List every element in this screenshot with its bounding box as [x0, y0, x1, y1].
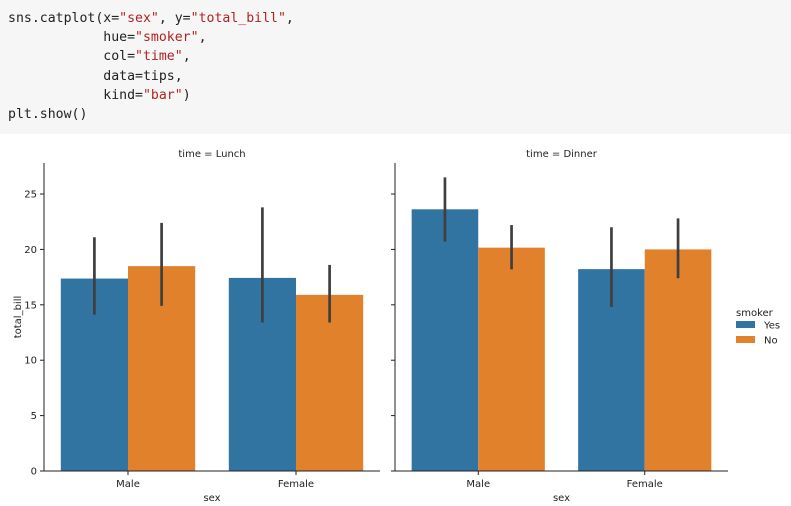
legend-label-no: No	[764, 336, 778, 347]
code-string-token: "total_bill"	[190, 11, 286, 26]
code-token: sns.catplot(x=	[8, 11, 120, 26]
x-tick-label: Male	[116, 479, 140, 490]
code-text: sns.catplot(x="sex", y="total_bill", hue…	[8, 9, 791, 124]
code-cell: sns.catplot(x="sex", y="total_bill", hue…	[0, 0, 791, 134]
code-string-token: "time"	[135, 49, 183, 65]
bar-no-male	[478, 247, 545, 471]
code-token: )	[182, 87, 191, 103]
y-tick-label: 0	[31, 467, 37, 478]
code-token: plt.show()	[8, 107, 88, 123]
legend-label-yes: Yes	[763, 321, 780, 332]
catplot-figure: time = Lunch 0 5 10 15 20 25 Male Female sex total…	[13, 149, 780, 504]
y-tick-label: 25	[24, 190, 37, 201]
legend: smoker Yes No	[736, 308, 780, 347]
code-token: col=	[8, 49, 136, 65]
code-token: hue=	[8, 30, 136, 46]
code-token: ,	[182, 49, 191, 65]
bar-no-female	[296, 294, 364, 471]
y-tick-label: 5	[31, 411, 37, 422]
x-axis-label: sex	[203, 493, 220, 504]
code-token: , y=	[158, 11, 191, 26]
y-tick-label: 10	[24, 356, 37, 367]
code-token: kind=	[8, 87, 143, 103]
x-tick-label: Female	[627, 479, 663, 490]
legend-swatch-yes	[736, 321, 755, 328]
facet-panel-1: time = Dinner Male Female sex	[391, 149, 728, 504]
facet-panel-0: time = Lunch 0 5 10 15 20 25 Male Female sex total…	[13, 149, 380, 504]
bar-no-female	[644, 249, 712, 471]
panel-title: time = Lunch	[178, 149, 245, 160]
x-tick-label: Male	[466, 479, 490, 490]
code-token: ,	[198, 30, 207, 46]
x-axis-label: sex	[553, 493, 570, 504]
legend-title: smoker	[736, 308, 774, 319]
code-string-token: "sex"	[119, 11, 159, 26]
panel-title: time = Dinner	[526, 149, 598, 160]
x-tick-label: Female	[278, 479, 314, 490]
code-token: ,	[285, 11, 294, 26]
legend-swatch-no	[736, 336, 755, 343]
y-axis-label: total_bill	[13, 296, 24, 339]
code-string-token: "smoker"	[135, 30, 199, 46]
code-token: data=tips,	[8, 68, 183, 84]
y-tick-label: 20	[24, 245, 37, 256]
y-tick-label: 15	[24, 300, 37, 311]
code-string-token: "bar"	[142, 87, 183, 103]
bar-yes-male	[411, 209, 479, 471]
